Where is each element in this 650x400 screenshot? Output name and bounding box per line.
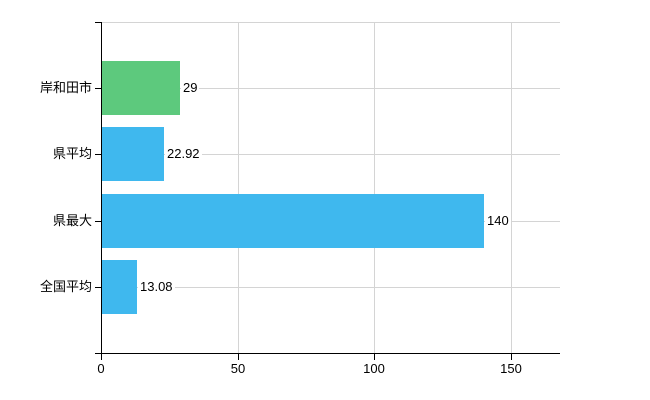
x-axis-tick: [101, 354, 102, 360]
x-axis-tick: [238, 354, 239, 360]
x-axis-line: [95, 353, 560, 354]
gridline-vertical: [374, 22, 375, 353]
bar: [102, 194, 484, 248]
x-axis-tick-label: 0: [97, 361, 105, 376]
bar-value-label: 140: [485, 213, 511, 229]
category-label: 県平均: [52, 146, 92, 161]
x-axis-tick: [374, 354, 375, 360]
y-axis-tick: [95, 22, 101, 23]
y-axis-line: [101, 22, 102, 359]
bar-value-label: 13.08: [138, 279, 175, 295]
bar: [102, 127, 164, 181]
gridline-vertical: [511, 22, 512, 353]
gridline-horizontal: [101, 22, 560, 23]
category-label: 岸和田市: [39, 80, 92, 95]
x-axis-tick: [511, 354, 512, 360]
x-axis-tick-label: 150: [500, 361, 522, 376]
gridline-horizontal: [101, 154, 560, 155]
y-axis-tick: [95, 287, 101, 288]
category-label: 県最大: [52, 213, 92, 228]
gridline-horizontal: [101, 88, 560, 89]
bar-value-label: 29: [181, 80, 200, 96]
y-axis-tick: [95, 221, 101, 222]
x-axis-tick-label: 100: [363, 361, 385, 376]
bar: [102, 61, 180, 115]
bar-value-label: 22.92: [165, 146, 202, 162]
y-axis-tick: [95, 154, 101, 155]
gridline-vertical: [238, 22, 239, 353]
y-axis-tick: [95, 88, 101, 89]
gridline-horizontal: [101, 287, 560, 288]
x-axis-tick-label: 50: [230, 361, 246, 376]
category-label: 全国平均: [39, 279, 92, 294]
bar: [102, 260, 137, 314]
